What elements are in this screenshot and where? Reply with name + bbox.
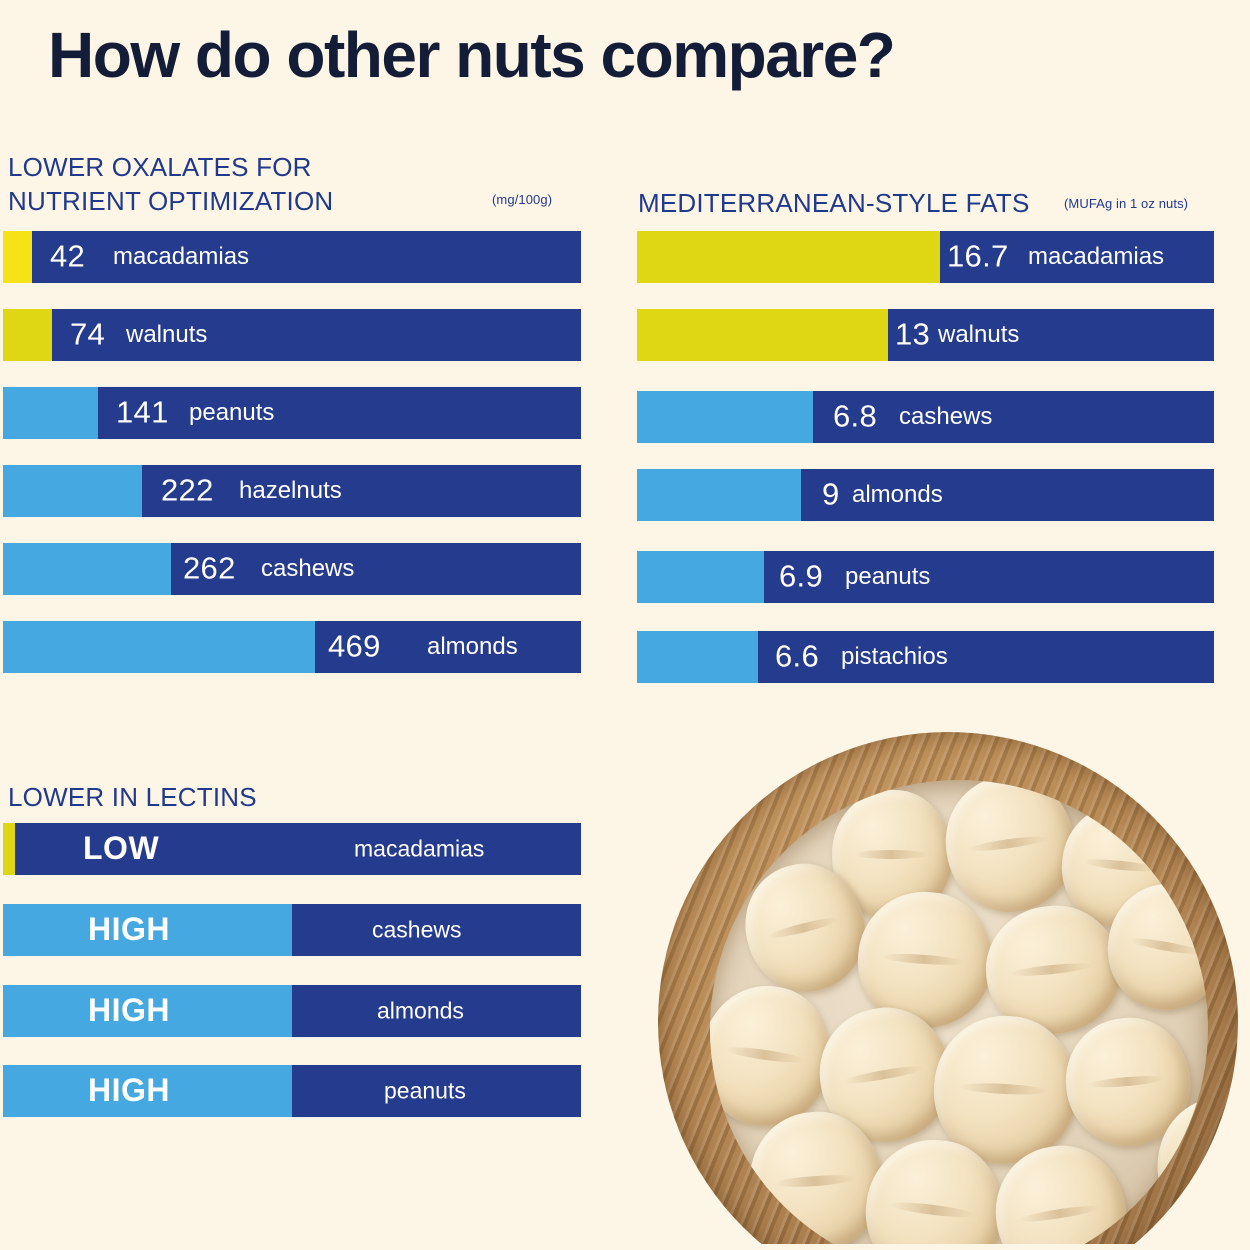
- bar-row: 6.6 pistachios: [637, 631, 1214, 683]
- bar-value: LOW: [83, 829, 160, 866]
- bowl-interior: [710, 780, 1208, 1250]
- bar-category: hazelnuts: [239, 477, 342, 504]
- bar-row: 6.8 cashews: [637, 391, 1214, 443]
- bar-value: 6.8: [833, 398, 877, 434]
- bar-value: HIGH: [88, 1071, 170, 1108]
- section-heading-oxalates: LOWER OXALATES FOR NUTRIENT OPTIMIZATION: [8, 150, 333, 219]
- bottom-strip: [0, 1244, 1250, 1250]
- bar-category: almonds: [377, 997, 464, 1024]
- section-heading-oxalates-line1: LOWER OXALATES FOR: [8, 152, 312, 182]
- bar-value: 13: [895, 316, 931, 352]
- bar-row: 6.9 peanuts: [637, 551, 1214, 603]
- bar-fill: [3, 309, 52, 361]
- bar-value: 9: [822, 476, 840, 512]
- bar-fill: [637, 231, 940, 283]
- bar-row: 13 walnuts: [637, 309, 1214, 361]
- bar-fill: [3, 621, 316, 673]
- bar-category: cashews: [899, 403, 993, 430]
- bar-value: 6.6: [775, 638, 819, 674]
- bar-category: cashews: [372, 916, 462, 943]
- bar-row: HIGH peanuts: [3, 1065, 581, 1117]
- section-heading-oxalates-line2: NUTRIENT OPTIMIZATION: [8, 186, 334, 217]
- bar-value: 6.9: [779, 558, 823, 594]
- bar-fill: [3, 823, 15, 875]
- bar-value: 141: [116, 394, 169, 430]
- bar-row: HIGH almonds: [3, 985, 581, 1037]
- section-unit-fats: (MUFAg in 1 oz nuts): [1064, 196, 1189, 211]
- bar-category: peanuts: [384, 1077, 466, 1104]
- bar-category: macadamias: [113, 243, 250, 270]
- bar-row: 9 almonds: [637, 469, 1214, 521]
- bar-category: almonds: [427, 633, 518, 660]
- bar-value: 74: [70, 316, 106, 352]
- bar-category: cashews: [261, 555, 355, 582]
- bar-value: 42: [50, 238, 86, 274]
- nut: [937, 780, 1083, 921]
- bar-category: almonds: [852, 481, 943, 508]
- section-heading-fats: MEDITERRANEAN-STYLE FATS: [638, 188, 1030, 218]
- section-unit-oxalates: (mg/100g): [492, 192, 553, 207]
- bar-category: peanuts: [189, 399, 275, 426]
- section-heading-lectins: LOWER IN LECTINS: [8, 782, 257, 812]
- bar-row: 42 macadamias: [3, 231, 581, 283]
- page-title: How do other nuts compare?: [48, 19, 896, 91]
- bar-fill: [3, 985, 292, 1037]
- bar-fill: [637, 469, 802, 521]
- bar-fill: [3, 387, 99, 439]
- bar-category: walnuts: [938, 321, 1020, 348]
- bar-row: 469 almonds: [3, 621, 581, 673]
- bar-category: peanuts: [845, 563, 931, 590]
- bar-row: 141 peanuts: [3, 387, 581, 439]
- bar-category: macadamias: [354, 835, 485, 862]
- bar-fill: [637, 391, 813, 443]
- wooden-bowl: [658, 732, 1238, 1250]
- bar-fill: [637, 631, 759, 683]
- bar-fill: [3, 543, 171, 595]
- bar-value: 469: [328, 628, 381, 664]
- bar-row: LOW macadamias: [3, 823, 581, 875]
- bar-row: HIGH cashews: [3, 904, 581, 956]
- bar-value: 16.7: [947, 238, 1009, 274]
- bar-fill: [3, 1065, 292, 1117]
- bar-fill: [3, 231, 32, 283]
- bar-row: 74 walnuts: [3, 309, 581, 361]
- bar-fill: [637, 309, 888, 361]
- bar-category: macadamias: [1028, 243, 1165, 270]
- bar-fill: [3, 904, 292, 956]
- bar-row: 222 hazelnuts: [3, 465, 581, 517]
- macadamia-bowl-photo: [650, 726, 1250, 1250]
- bar-row: 16.7 macadamias: [637, 231, 1214, 283]
- bar-value: 262: [183, 550, 236, 586]
- bar-value: HIGH: [88, 910, 170, 947]
- bar-category: walnuts: [126, 321, 208, 348]
- bar-row: 262 cashews: [3, 543, 581, 595]
- bar-value: 222: [161, 472, 214, 508]
- bar-category: pistachios: [841, 643, 948, 670]
- bar-value: HIGH: [88, 991, 170, 1028]
- bar-fill: [637, 551, 764, 603]
- bar-fill: [3, 465, 142, 517]
